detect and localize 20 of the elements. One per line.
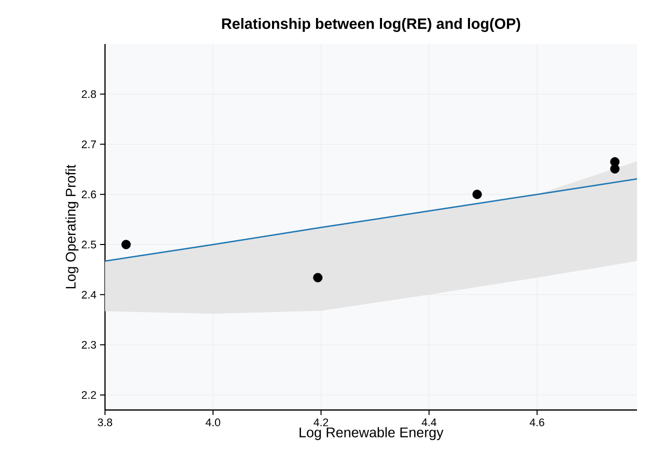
- point: [121, 240, 131, 250]
- point: [313, 272, 322, 282]
- point: [472, 190, 482, 200]
- y-tick-label: 2.7: [82, 140, 96, 148]
- x-tick-label: 4.4: [422, 418, 436, 426]
- line-series: [105, 178, 638, 262]
- y-axis-title: Log Operating Profit: [65, 164, 78, 288]
- x-tick-label: 4.0: [206, 418, 220, 426]
- y-tick-label: 2.4: [82, 290, 96, 298]
- chart-title: Relationship between log(RE) and log(OP): [222, 18, 520, 32]
- x-tick-label: 3.8: [98, 418, 112, 426]
- x-axis-title: Log Renewable Energy: [300, 427, 444, 440]
- y-tick-label: 2.5: [82, 240, 96, 248]
- x-tick-label: 4.6: [530, 418, 544, 426]
- y-tick-label: 2.2: [82, 391, 96, 399]
- y-tick-label: 2.3: [82, 340, 96, 349]
- y-tick-label: 2.8: [82, 90, 96, 98]
- x-tick-label: 4.2: [314, 418, 328, 426]
- y-tick-label: 2.6: [82, 190, 96, 198]
- point: [610, 164, 620, 174]
